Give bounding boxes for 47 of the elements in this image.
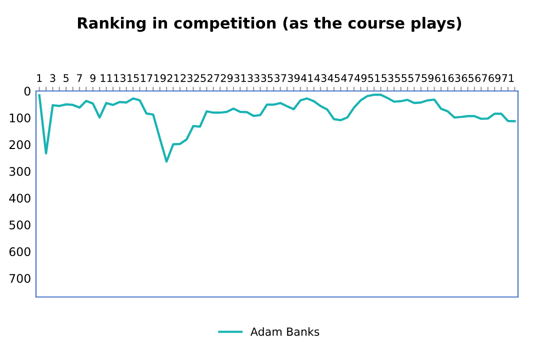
x-tick-label: 11: [100, 74, 112, 82]
x-tick-label: 31: [234, 74, 246, 82]
line-series: [38, 94, 516, 163]
x-tick-label: 15: [128, 74, 139, 82]
x-tick-label: 5: [64, 74, 69, 82]
y-tick-label: 500: [10, 220, 30, 230]
x-tick-label: 53: [382, 74, 394, 82]
x-tick-label: 47: [341, 74, 354, 82]
x-tick-label: 25: [194, 74, 206, 82]
y-tick-label: 600: [9, 247, 30, 256]
x-tick-label: 55: [395, 74, 407, 82]
y-tick-label: 0: [24, 86, 30, 96]
y-tick-label: 400: [9, 194, 30, 203]
x-tick-label: 45: [328, 74, 340, 82]
y-tick-label: 100: [10, 113, 30, 122]
y-tick-label: 200: [9, 140, 30, 150]
x-tick-label: 59: [422, 74, 434, 82]
x-tick-label: 3: [50, 74, 56, 82]
x-tick-label: 51: [368, 74, 380, 82]
y-tick-label: 700: [10, 274, 30, 283]
x-tick-label: 43: [314, 74, 326, 82]
x-tick-label: 19: [154, 74, 166, 82]
x-tick-label: 1: [37, 74, 42, 82]
chart-title: Ranking in competition (as the course plays): [78, 16, 462, 32]
x-tick-label: 17: [140, 74, 152, 82]
x-tick-label: 65: [462, 74, 474, 82]
x-tick-label: 39: [288, 74, 300, 82]
x-tick-label: 69: [488, 74, 500, 82]
x-tick-label: 49: [354, 74, 367, 82]
x-tick-label: 23: [180, 74, 192, 82]
x-tick-label: 41: [301, 74, 313, 82]
x-tick-label: 63: [448, 74, 460, 82]
x-tick-label: 37: [274, 74, 286, 82]
legend-label: Adam Banks: [250, 327, 320, 336]
x-tick-label: 9: [90, 74, 96, 82]
x-tick-label: 33: [248, 74, 260, 82]
x-tick-label: 61: [435, 74, 447, 82]
x-tick-label: 7: [77, 74, 82, 82]
x-tick-label: 13: [114, 74, 126, 82]
x-tick-label: 71: [502, 74, 514, 82]
x-tick-label: 29: [220, 74, 233, 82]
x-tick-label: 35: [261, 74, 273, 82]
x-tick-label: 21: [167, 74, 179, 82]
x-tick-label: 67: [475, 74, 487, 82]
x-tick-label: 57: [408, 74, 420, 82]
x-tick-label: 27: [208, 74, 220, 82]
y-tick-label: 300: [10, 166, 30, 176]
